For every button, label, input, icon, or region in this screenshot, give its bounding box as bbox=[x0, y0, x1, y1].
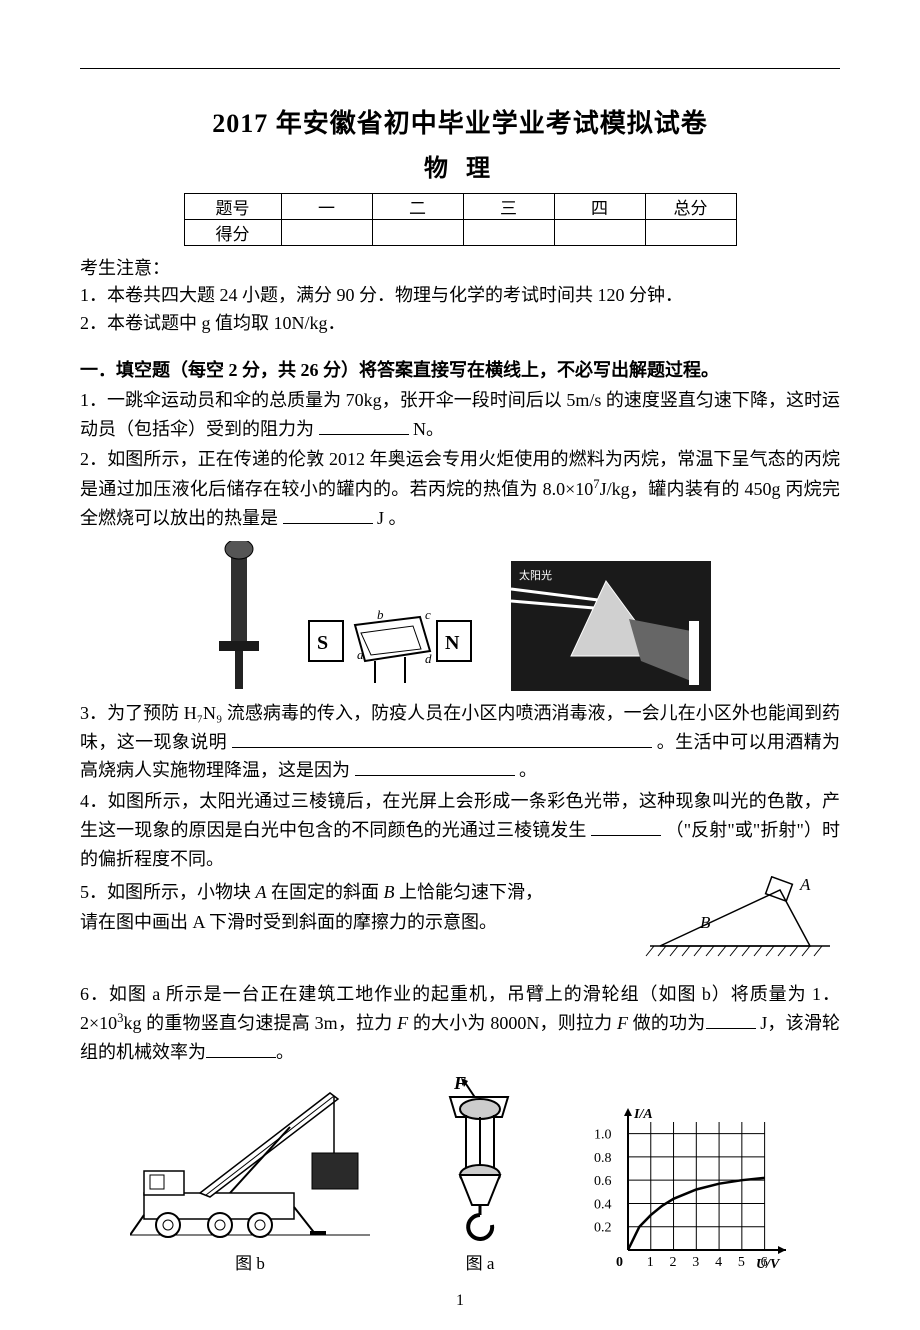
table-row: 得分 bbox=[184, 220, 736, 246]
question-6: 6．如图 a 所示是一台正在建筑工地作业的起重机，吊臂上的滑轮组（如图 b）将质… bbox=[80, 980, 840, 1067]
question-5-line2: 请在图中画出 A 下滑时受到斜面的摩擦力的示意图。 bbox=[80, 908, 620, 937]
svg-text:3: 3 bbox=[692, 1255, 699, 1270]
svg-text:0.8: 0.8 bbox=[594, 1151, 612, 1166]
incline-label-a: A bbox=[799, 876, 811, 894]
q5-b: 在固定的斜面 bbox=[267, 882, 384, 902]
q6-i2: F bbox=[617, 1013, 628, 1033]
magnet-label-s: S bbox=[317, 632, 328, 654]
cell-label: 得分 bbox=[184, 220, 281, 246]
q5-i2: B bbox=[384, 882, 395, 902]
svg-text:1: 1 bbox=[647, 1255, 654, 1270]
q6-i: F bbox=[397, 1013, 408, 1033]
question-4: 4．如图所示，太阳光通过三棱镜后，在光屏上会形成一条彩色光带，这种现象叫光的色散… bbox=[80, 787, 840, 873]
q3-text-c: 。 bbox=[519, 760, 537, 780]
cell bbox=[281, 220, 372, 246]
pulley-wrap: F 图 a bbox=[430, 1075, 530, 1274]
q1-text-a: 1．一跳伞运动员和伞的总质量为 70kg，张开伞一段时间后以 5m/s 的速度竖… bbox=[80, 390, 840, 439]
cell: 三 bbox=[463, 194, 554, 220]
caption-a: 图 a bbox=[430, 1249, 530, 1274]
coil-b: b bbox=[377, 607, 384, 622]
blank bbox=[355, 757, 515, 776]
question-1: 1．一跳伞运动员和伞的总质量为 70kg，张开伞一段时间后以 5m/s 的速度竖… bbox=[80, 386, 840, 444]
iu-chart-wrap: 1234560.20.40.60.81.0I/AU/V0 bbox=[590, 1104, 790, 1274]
q1-text-b: N。 bbox=[413, 419, 444, 439]
exam-subject: 物 理 bbox=[80, 148, 840, 183]
svg-text:5: 5 bbox=[738, 1255, 745, 1270]
iu-chart: 1234560.20.40.60.81.0I/AU/V0 bbox=[590, 1104, 790, 1274]
question-5-wrap: 5．如图所示，小物块 A 在固定的斜面 B 上恰能匀速下滑， 请在图中画出 A … bbox=[80, 876, 840, 966]
torch-figure bbox=[209, 541, 269, 691]
figure-row-1: S N a b c d 太阳光 bbox=[80, 541, 840, 691]
q5-c: 上恰能匀速下滑， bbox=[395, 882, 544, 902]
svg-text:1.0: 1.0 bbox=[594, 1128, 612, 1143]
page: 2017 年安徽省初中毕业学业考试模拟试卷 物 理 题号 一 二 三 四 总分 … bbox=[80, 0, 840, 1330]
coil-a: a bbox=[357, 647, 364, 662]
svg-text:2: 2 bbox=[670, 1255, 677, 1270]
blank bbox=[706, 1010, 756, 1029]
svg-text:0.2: 0.2 bbox=[594, 1221, 612, 1236]
exam-title: 2017 年安徽省初中毕业学业考试模拟试卷 bbox=[80, 103, 840, 140]
q5-i1: A bbox=[256, 882, 267, 902]
svg-text:I/A: I/A bbox=[633, 1107, 653, 1122]
blank bbox=[319, 416, 409, 435]
blank bbox=[591, 817, 661, 836]
cell: 二 bbox=[372, 194, 463, 220]
crane-figure bbox=[130, 1075, 370, 1245]
notice-title: 考生注意： bbox=[80, 254, 840, 280]
incline-label-b: B bbox=[700, 913, 711, 932]
svg-text:4: 4 bbox=[715, 1255, 722, 1270]
blank bbox=[206, 1039, 276, 1058]
q6-b: kg 的重物竖直匀速提高 3m，拉力 bbox=[123, 1013, 397, 1033]
cell-label: 题号 bbox=[184, 194, 281, 220]
prism-figure: 太阳光 bbox=[511, 561, 711, 691]
question-5-line1: 5．如图所示，小物块 A 在固定的斜面 B 上恰能匀速下滑， bbox=[80, 878, 620, 907]
blank bbox=[283, 505, 373, 524]
svg-text:U/V: U/V bbox=[756, 1257, 781, 1272]
cell bbox=[463, 220, 554, 246]
svg-text:0.6: 0.6 bbox=[594, 1174, 612, 1189]
svg-text:太阳光: 太阳光 bbox=[519, 568, 552, 582]
q6-c: 的大小为 8000N，则拉力 bbox=[408, 1013, 617, 1033]
coil-d: d bbox=[425, 651, 432, 666]
cell bbox=[372, 220, 463, 246]
figure-row-2: 图 b F 图 a bbox=[80, 1075, 840, 1274]
question-3: 3．为了预防 H₇N₉ 流感病毒的传入，防疫人员在小区内喷洒消毒液，一会儿在小区… bbox=[80, 699, 840, 785]
cell bbox=[645, 220, 736, 246]
pulley-figure: F bbox=[430, 1075, 530, 1245]
table-row: 题号 一 二 三 四 总分 bbox=[184, 194, 736, 220]
caption-b: 图 b bbox=[130, 1249, 370, 1274]
cell: 一 bbox=[281, 194, 372, 220]
incline-figure: A B bbox=[640, 876, 840, 966]
q5-a: 5．如图所示，小物块 bbox=[80, 882, 256, 902]
score-table: 题号 一 二 三 四 总分 得分 bbox=[184, 193, 737, 246]
magnet-coil-figure: S N a b c d bbox=[305, 591, 475, 691]
svg-text:0: 0 bbox=[616, 1255, 623, 1270]
question-2: 2．如图所示，正在传递的伦敦 2012 年奥运会专用火炬使用的燃料为丙烷，常温下… bbox=[80, 445, 840, 532]
q6-d: 做的功为 bbox=[628, 1013, 706, 1033]
cell: 总分 bbox=[645, 194, 736, 220]
cell bbox=[554, 220, 645, 246]
svg-text:0.4: 0.4 bbox=[594, 1197, 612, 1212]
notice-line-1: 1．本卷共四大题 24 小题，满分 90 分．物理与化学的考试时间共 120 分… bbox=[80, 282, 840, 310]
section-1-head: 一．填空题（每空 2 分，共 26 分）将答案直接写在横线上，不必写出解题过程。 bbox=[80, 356, 840, 382]
q6-f: 。 bbox=[276, 1042, 294, 1062]
page-number: 1 bbox=[80, 1292, 840, 1310]
coil-c: c bbox=[425, 607, 431, 622]
crane-wrap: 图 b bbox=[130, 1075, 370, 1274]
top-rule bbox=[80, 68, 840, 69]
magnet-label-n: N bbox=[445, 632, 460, 654]
cell: 四 bbox=[554, 194, 645, 220]
blank bbox=[232, 729, 652, 748]
q2-text-c: J 。 bbox=[377, 508, 407, 528]
notice-line-2: 2．本卷试题中 g 值均取 10N/kg． bbox=[80, 310, 840, 338]
